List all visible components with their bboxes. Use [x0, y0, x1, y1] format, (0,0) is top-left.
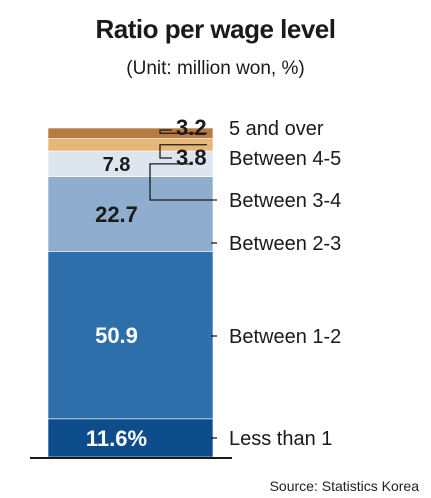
leader-line-4: [159, 144, 207, 159]
category-label-5: 5 and over: [229, 118, 324, 140]
leader-line-5: [159, 129, 207, 134]
data-label-5: 3.2: [176, 115, 207, 140]
chart-subtitle: (Unit: million won, %): [126, 58, 305, 79]
category-label-4: Between 4-5: [229, 148, 341, 170]
data-label-2: 22.7: [95, 202, 138, 227]
data-label-3: 7.8: [103, 154, 131, 176]
bar-segment-1: [47, 251, 214, 420]
bar-segment-5: [47, 127, 214, 139]
data-label-4: 3.8: [176, 145, 207, 170]
category-label-2: Between 2-3: [229, 233, 341, 255]
data-label-1: 50.9: [95, 323, 138, 348]
source-note: Source: Statistics Korea: [269, 478, 419, 494]
data-label-0: 11.6%: [86, 426, 147, 451]
category-label-1: Between 1-2: [229, 326, 341, 348]
category-label-3: Between 3-4: [229, 190, 341, 212]
category-label-0: Less than 1: [229, 428, 332, 450]
bar-segment-0: [47, 418, 214, 458]
chart-title: Ratio per wage level: [95, 14, 336, 44]
leader-line-3: [149, 163, 217, 201]
bar-segment-2: [47, 176, 214, 252]
